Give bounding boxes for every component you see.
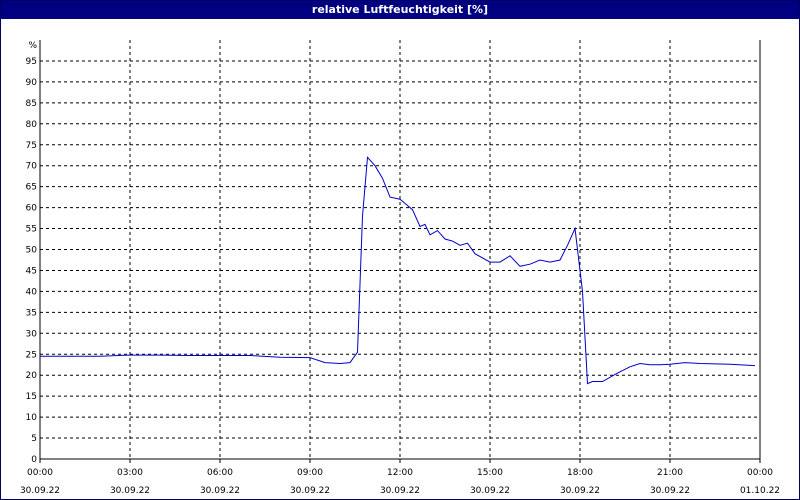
y-tick-label: 30 [26, 329, 38, 339]
x-tick-date-label: 30.09.22 [380, 486, 420, 496]
x-tick-time-label: 12:00 [387, 468, 413, 478]
axes [39, 40, 761, 463]
x-tick-time-label: 21:00 [657, 468, 683, 478]
y-tick-label: 35 [26, 308, 37, 318]
series-layer [40, 156, 756, 385]
y-tick-label: 75 [26, 141, 37, 151]
y-tick-label: 80 [26, 120, 38, 130]
y-tick-label: 5 [31, 434, 37, 444]
y-tick-label: 85 [26, 99, 37, 109]
y-tick-label: 65 [26, 183, 37, 193]
x-tick-date-label: 30.09.22 [650, 486, 690, 496]
x-tick-date-label: 30.09.22 [290, 486, 330, 496]
x-tick-time-label: 06:00 [207, 468, 233, 478]
y-axis-unit: % [28, 41, 37, 51]
y-tick-label: 20 [26, 371, 38, 381]
x-tick-time-label: 03:00 [117, 468, 143, 478]
y-tick-label: 60 [26, 204, 38, 214]
tick-labels: 0 5 10 15 20 25 30 35 40 45 50 55 60 65 70 75 80 85 90 95% 0… [20, 41, 780, 496]
y-tick-label: 95 [26, 57, 37, 67]
x-tick-time-label: 15:00 [477, 468, 503, 478]
x-tick-time-label: 09:00 [297, 468, 323, 478]
y-tick-label: 25 [26, 350, 37, 360]
x-tick-date-label: 30.09.22 [470, 486, 510, 496]
x-tick-date-label: 30.09.22 [560, 486, 600, 496]
x-tick-date-label: 30.09.22 [20, 486, 60, 496]
grid [40, 40, 760, 459]
y-tick-label: 15 [26, 392, 37, 402]
y-tick-label: 55 [26, 225, 37, 235]
y-tick-label: 50 [26, 246, 38, 256]
y-tick-label: 45 [26, 266, 37, 276]
series-line [40, 156, 756, 385]
y-tick-label: 10 [26, 413, 38, 423]
x-tick-time-label: 00:00 [747, 468, 773, 478]
x-tick-date-label: 30.09.22 [200, 486, 240, 496]
chart-title: relative Luftfeuchtigkeit [%] [1, 1, 799, 19]
x-tick-date-label: 30.09.22 [110, 486, 150, 496]
y-tick-label: 70 [26, 162, 38, 172]
y-tick-label: 0 [31, 455, 37, 465]
y-tick-label: 90 [26, 78, 38, 88]
y-tick-label: 40 [26, 287, 38, 297]
x-tick-time-label: 00:00 [27, 468, 53, 478]
x-tick-time-label: 18:00 [567, 468, 593, 478]
x-tick-date-label: 01.10.22 [740, 486, 780, 496]
